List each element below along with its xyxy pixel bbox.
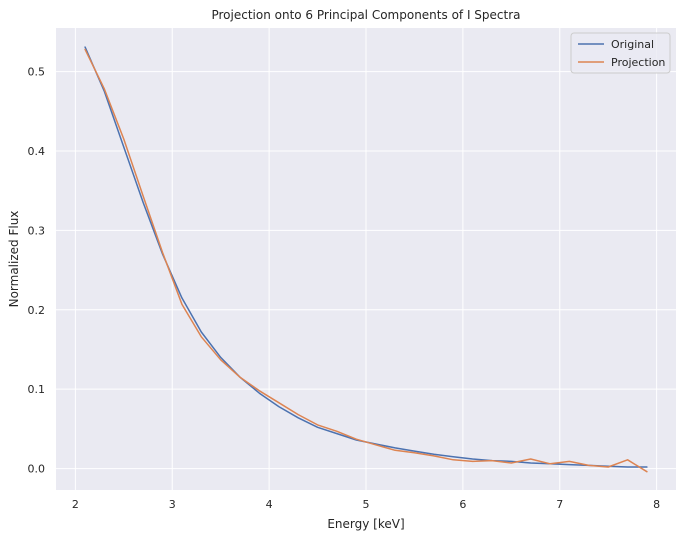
grid-lines (56, 28, 676, 490)
y-tick-label: 0.2 (28, 304, 46, 317)
x-tick-label: 6 (459, 498, 466, 511)
legend-label-projection: Projection (611, 56, 665, 69)
series-layer (84, 46, 648, 473)
y-tick-label: 0.5 (28, 66, 46, 79)
x-tick-label: 5 (363, 498, 370, 511)
legend-label-original: Original (611, 38, 654, 51)
legend-box (570, 32, 671, 74)
x-axis-ticks: 2 3 4 5 6 7 8 (72, 498, 660, 511)
y-tick-label: 0.3 (28, 224, 46, 237)
y-tick-label: 0.0 (28, 463, 46, 476)
x-tick-label: 8 (653, 498, 660, 511)
y-axis-ticks: 0.0 0.1 0.2 0.3 0.4 0.5 (28, 66, 46, 476)
x-tick-label: 2 (72, 498, 79, 511)
y-axis-label: Normalized Flux (7, 211, 21, 308)
x-tick-label: 7 (556, 498, 563, 511)
series-line-projection (84, 48, 648, 473)
x-tick-label: 3 (169, 498, 176, 511)
chart-title: Projection onto 6 Principal Components o… (211, 8, 520, 22)
y-tick-label: 0.4 (28, 145, 46, 158)
y-tick-label: 0.1 (28, 383, 46, 396)
x-axis-label: Energy [keV] (327, 517, 404, 531)
x-tick-label: 4 (266, 498, 273, 511)
legend: Original Projection (570, 32, 671, 74)
